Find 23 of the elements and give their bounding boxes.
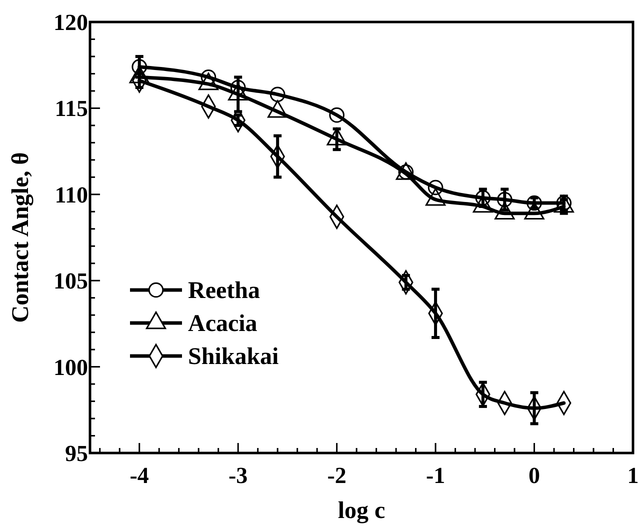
legend-label: Shikakai (188, 344, 280, 370)
point (526, 195, 542, 211)
x-tick-label: -3 (228, 463, 248, 488)
y-tick-label: 115 (54, 96, 88, 122)
y-tick-label: 105 (54, 268, 88, 294)
point (496, 192, 512, 208)
x-tick-label: 1 (627, 463, 639, 488)
y-tick-label: 95 (65, 441, 88, 466)
point (475, 190, 491, 206)
y-tick-label: 110 (54, 182, 88, 208)
x-tick-label: -1 (426, 463, 446, 488)
point (428, 180, 444, 196)
y-tick-label: 120 (54, 10, 88, 35)
x-tick-label: 0 (528, 463, 540, 488)
point (270, 86, 286, 102)
x-axis-title: log c (338, 498, 386, 524)
legend-label: Reetha (188, 278, 260, 304)
x-tick-label: -2 (327, 463, 346, 488)
y-axis-title: Contact Angle, θ (8, 152, 34, 323)
y-tick-label: 100 (54, 354, 88, 380)
legend-label: Acacia (188, 311, 258, 337)
x-tick-label: -4 (130, 463, 150, 488)
point (329, 107, 344, 123)
